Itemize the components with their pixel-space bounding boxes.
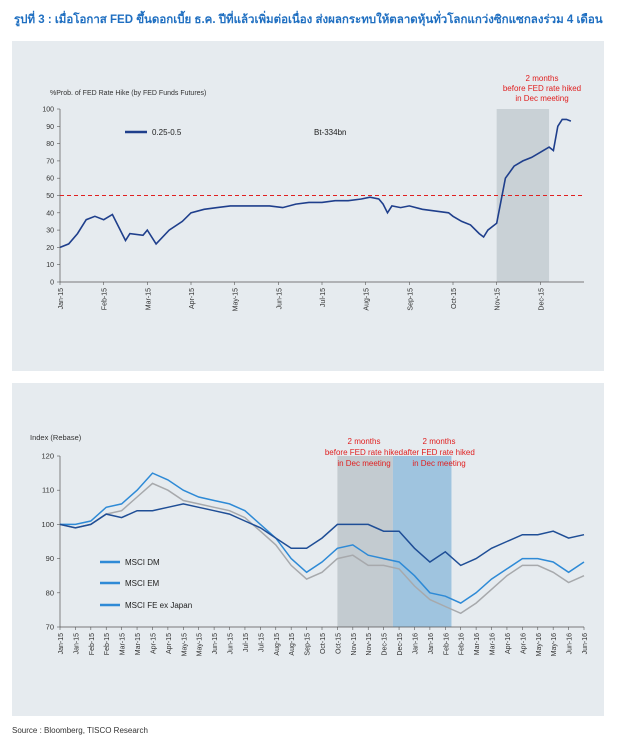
x-tick-label: Jun-15: [276, 288, 283, 310]
x-tick-label: Apr-16: [505, 633, 512, 654]
y-tick-label: 120: [41, 452, 54, 461]
chart-panel-msci-index: Index (Rebase) 2 months before FED rate hi…: [12, 383, 604, 716]
shaded-region-label-line: before FED rate hiked: [325, 448, 403, 457]
shaded-region-label-line: in Dec meeting: [515, 94, 568, 103]
shaded-region-label-line: 2 months: [423, 437, 456, 446]
x-tick-label: Mar-15: [120, 633, 127, 655]
x-tick-label: Feb-15: [102, 288, 109, 310]
x-tick-label: Apr-16: [520, 633, 527, 654]
y-tick-label: 80: [46, 141, 54, 148]
y-tick-label: 70: [46, 623, 54, 632]
shaded-region-after-hike: [392, 456, 452, 627]
y-tick-label: 90: [46, 554, 54, 563]
x-tick-label: Sep-15: [407, 288, 414, 311]
legend-label: MSCI DM: [125, 558, 160, 567]
x-tick-label: Oct-15: [320, 633, 327, 654]
x-tick-label: Mar-16: [474, 633, 481, 655]
x-tick-label: Aug-15: [289, 633, 296, 656]
x-tick-label: May-15: [181, 633, 188, 656]
y-tick-label: 20: [46, 245, 54, 252]
x-tick-label: Sep-15: [305, 633, 312, 656]
x-tick-label: Dec-15: [397, 633, 404, 656]
y-axis-title: Index (Rebase): [30, 433, 82, 442]
x-tick-label: Jul-15: [258, 633, 265, 652]
shaded-region-label-line: 2 months: [526, 74, 559, 83]
x-tick-label: May-15: [197, 633, 204, 656]
x-tick-label: Mar-15: [145, 288, 152, 310]
shaded-region-label-line: 2 months: [348, 437, 381, 446]
x-tick-label: May-16: [551, 633, 558, 656]
legend-note: Bt-334bn: [314, 128, 346, 137]
x-tick-label: Dec-15: [538, 288, 545, 311]
x-tick-label: Aug-15: [274, 633, 281, 656]
y-tick-label: 0: [50, 280, 54, 287]
y-tick-label: 10: [46, 262, 54, 269]
x-tick-label: Feb-15: [104, 633, 111, 655]
x-tick-label: Mar-16: [490, 633, 497, 655]
x-tick-label: Jan-16: [412, 633, 419, 655]
chart-msci-index: Index (Rebase) 2 months before FED rate hi…: [30, 433, 589, 656]
legend-label: MSCI EM: [125, 579, 160, 588]
x-tick-label: Jul-15: [243, 633, 250, 652]
x-tick-label: Oct-15: [451, 288, 458, 309]
x-tick-label: Nov-15: [366, 633, 373, 656]
x-tick-label: Jun-16: [582, 633, 589, 655]
x-tick-label: Oct-15: [335, 633, 342, 654]
shaded-region-before-hike: [337, 456, 393, 627]
y-tick-label: 50: [46, 193, 54, 200]
x-tick-label: Jan-15: [58, 633, 65, 655]
y-tick-label: 30: [46, 228, 54, 235]
x-tick-label: Apr-15: [189, 288, 196, 309]
chart-panel-fed-probability: %Prob. of FED Rate Hike (by FED Funds Fu…: [12, 41, 604, 371]
y-axis-title: %Prob. of FED Rate Hike (by FED Funds Fu…: [50, 90, 206, 97]
x-tick-label: Jan-15: [58, 288, 65, 310]
source-note: Source : Bloomberg, TISCO Research: [12, 726, 148, 735]
shaded-region-label-line: in Dec meeting: [412, 459, 465, 468]
chart-fed-probability: %Prob. of FED Rate Hike (by FED Funds Fu…: [42, 74, 584, 311]
x-tick-label: Jan-15: [73, 633, 80, 655]
x-tick-label: Aug-15: [364, 288, 371, 311]
x-tick-label: Jun-15: [228, 633, 235, 655]
series-line-msci-dm: [59, 503, 585, 567]
shaded-region-label-line: in Dec meeting: [337, 459, 390, 468]
figure-title: รูปที่ 3 : เมื่อโอกาส FED ขึ้นดอกเบี้ย ธ…: [14, 14, 603, 26]
x-tick-label: Jun-16: [567, 633, 574, 655]
x-tick-label: Dec-15: [382, 633, 389, 656]
shaded-region-label-line: before FED rate hiked: [503, 84, 581, 93]
y-tick-label: 80: [46, 588, 54, 597]
x-tick-label: Jun-15: [212, 633, 219, 655]
series-line-msci-em: [60, 472, 585, 604]
y-tick-label: 40: [46, 210, 54, 217]
y-tick-label: 70: [46, 158, 54, 165]
y-tick-label: 100: [42, 107, 54, 114]
y-tick-label: 90: [46, 124, 54, 131]
series-line-msci-fe-ex-japan: [59, 482, 585, 615]
shaded-region-label-line: after FED rate hiked: [403, 448, 475, 457]
x-tick-label: May-16: [536, 633, 543, 656]
y-tick-label: 100: [41, 520, 54, 529]
x-tick-label: Jan-16: [428, 633, 435, 655]
y-tick-label: 110: [42, 486, 54, 495]
x-tick-label: Feb-16: [443, 633, 450, 655]
series-line-rate-hike-probability: [59, 118, 572, 249]
x-tick-label: Nov-15: [351, 633, 358, 656]
x-tick-label: Feb-15: [89, 633, 96, 655]
x-tick-label: May-15: [233, 288, 240, 311]
x-tick-label: Feb-16: [459, 633, 466, 655]
x-tick-label: Apr-15: [166, 633, 173, 654]
legend-label: 0.25-0.5: [152, 128, 182, 137]
y-tick-label: 60: [46, 176, 54, 183]
x-tick-label: Apr-15: [150, 633, 157, 654]
x-tick-label: Nov-15: [495, 288, 502, 311]
x-tick-label: Jul-15: [320, 288, 327, 307]
x-tick-label: Mar-15: [135, 633, 142, 655]
legend-label: MSCI FE ex Japan: [125, 601, 192, 610]
